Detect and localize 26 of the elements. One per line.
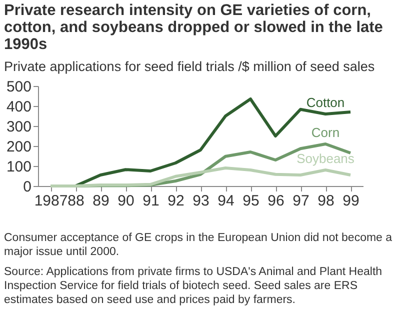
text: Consumer acceptance of GE crops in the European Union did not become a major issue until 2000. [3,231,394,259]
y-tick-label: 500 [6,78,32,96]
x-tick-label: 99 [342,192,360,210]
y-tick-label: 400 [6,98,32,116]
chart-title: Private research intensity on GE varieties of corn, cotton, and soybeans dropped or slowed in the late 1990s [3,1,384,53]
series-label: Cotton [306,95,345,110]
x-tick-label: 90 [118,192,134,210]
x-tick-label: 96 [268,192,284,210]
x-tick-label: 91 [142,192,160,210]
source-note: Source: Applications from private firms to USDA's Animal and Plant Health Inspection Service for field trials of biotech seed. Seed sales are ERS estimates based on seed use and prices paid by farmers. [3,265,384,307]
y-axis-title: Private applications for seed field trials /$ million of seed sales [3,58,376,74]
x-tick-label: 92 [168,192,184,210]
x-tick-label: 1987 [34,192,68,210]
x-tick-label: 97 [292,192,310,210]
x-tick-label: 98 [318,192,334,210]
x-tick-label: 94 [218,192,234,210]
y-tick-label: 0 [23,178,32,196]
x-tick-label: 88 [68,192,84,210]
y-tick-label: 300 [6,118,32,136]
series-label: Corn [311,125,340,140]
y-tick-label: 200 [6,138,32,156]
x-tick-label: 95 [242,192,260,210]
x-tick-label: 93 [192,192,210,210]
series-label: Soybeans [296,151,355,166]
y-tick-label: 100 [6,158,32,176]
x-tick-label: 89 [92,192,110,210]
